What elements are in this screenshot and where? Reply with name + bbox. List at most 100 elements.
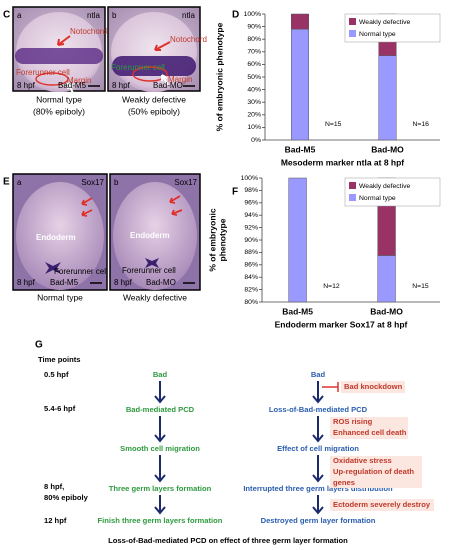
label: Endoderm [36,233,76,242]
step: Bad [311,370,326,379]
circle [132,66,168,82]
y-tick-label: 80% [244,299,258,306]
image-letter: b [114,178,119,187]
annotation: N=12 [323,283,340,290]
y-axis-label: % of embryonic [207,208,217,272]
time: 8 hpf, [44,482,64,491]
legend [344,177,441,207]
label: Notochord [70,27,107,36]
panel-label: G [35,340,43,351]
step: Three germ layers formation [109,484,212,493]
treatment: Bad-MO [153,81,183,90]
y-tick-label: 92% [244,224,258,231]
stage: 8 hpf [112,81,131,90]
marker: Sox17 [174,178,197,187]
note: Bad knockdown [344,382,403,391]
y-tick-label: 20% [247,112,261,119]
step: Loss-of-Bad-mediated PCD [269,405,368,414]
legend [344,13,441,43]
treatment: Bad-MO [146,278,176,287]
label: Notochord [170,35,207,44]
x-tick-label: Bad-M5 [282,306,313,316]
x-axis-label: Mesoderm marker ntla at 8 hpf [281,157,404,167]
panel-e: E a Sox17 Endoderm Forerunner cell 8 hpf… [3,173,201,302]
y-tick-label: 30% [247,99,261,106]
arrow [161,74,169,86]
legend-swatch [349,182,356,189]
label: Margin [168,75,192,84]
y-tick-label: 60% [247,61,261,68]
note-box [330,499,434,511]
diagram: G Time points 0.5 hpf 5.4-6 hpf 8 hpf, 8… [35,340,434,545]
y-tick-label: 90% [244,237,258,244]
arrow [81,197,93,217]
time: 5.4-6 hpf [44,404,76,413]
bar [378,55,397,141]
x-tick-label: Bad-MO [371,144,404,154]
stage: 8 hpf [17,81,36,90]
y-tick-label: 50% [247,74,261,81]
label: Forerunner cell [54,267,108,276]
y-tick-label: 96% [244,200,258,207]
panel-label: F [232,187,238,198]
bar [288,177,307,303]
note: Ectoderm severely destroy [333,500,431,509]
note-box [330,417,408,439]
forerunner-cells [145,258,159,268]
embryo [113,182,197,290]
legend-label: Weakly defective [359,183,410,190]
image-letter: b [112,11,117,20]
label: Forerunner cell [122,266,176,275]
caption: Weakly defective [122,94,186,104]
y-tick-label: 84% [244,274,258,281]
y-tick-label: 86% [244,262,258,269]
note: ROS rising [333,417,373,426]
arrow [67,82,75,96]
note: Oxidative stress [333,456,392,465]
y-tick-label: 90% [247,23,261,30]
y-tick-label: 100% [244,11,261,18]
step: Interrupted three germ layers distributi… [243,484,393,493]
label: Forerunner cell [16,68,70,77]
y-tick-label: 82% [244,286,258,293]
time-header: Time points [38,355,80,364]
treatment: Bad-M5 [50,278,79,287]
y-tick-label: 94% [244,212,258,219]
y-tick-label: 40% [247,86,261,93]
panel-label: C [3,10,10,21]
legend-label: Normal type [359,31,396,38]
bar [377,255,396,303]
step: Destroyed germ layer formation [261,516,376,525]
inhibit [322,382,339,392]
x-axis-label: Endoderm marker Sox17 at 8 hpf [275,319,408,329]
y-tick-label: 10% [247,124,261,131]
y-tick-label: 70% [247,49,261,56]
stain-band [15,48,103,64]
arrows [154,381,324,515]
bar [291,13,309,30]
step: Bad-mediated PCD [126,405,195,414]
y-tick-label: 0% [251,137,261,144]
annotation: N=15 [325,121,342,128]
label: Endoderm [130,231,170,240]
note: Enhanced cell death [333,428,407,437]
marker: Sox17 [81,178,104,187]
time: 80% epiboly [44,493,89,502]
y-tick-label: 100% [241,175,258,182]
note: Up-regulation of death [333,467,414,476]
y-axis-label: % of embryonic phenotype [214,22,224,131]
arrow [57,35,71,46]
panel-label: D [232,10,239,21]
embryo [16,182,104,290]
caption: Normal type [37,292,83,302]
annotation: N=15 [412,283,429,290]
y-tick-label: 88% [244,249,258,256]
arrow [169,195,183,216]
legend-swatch [349,18,356,25]
marker: ntla [182,11,195,20]
step: Finish three germ layers formation [98,516,223,525]
stain-band [112,56,196,76]
legend-label: Weakly defective [359,19,410,26]
caption: Loss-of-Bad-mediated PCD on effect of th… [108,536,348,545]
